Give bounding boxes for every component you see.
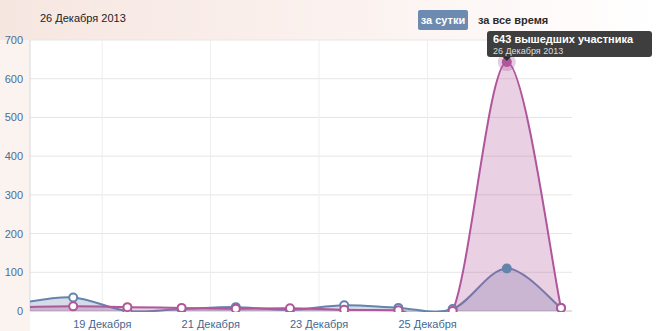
y-tick-label: 700	[5, 34, 23, 46]
x-grid-line	[427, 40, 428, 311]
title: 26 Декабря 2013	[40, 12, 126, 24]
tooltip: 643 вышедших участника26 Декабря 2013	[487, 31, 652, 61]
point-marker	[449, 307, 457, 312]
button-label: за сутки	[421, 14, 466, 26]
series-area	[30, 62, 561, 312]
y-tick-label: 200	[5, 228, 23, 240]
chart-svg: 0 100 200 300 400 500 600 700 19 Декабря 21 Декаб…	[0, 0, 660, 331]
x-tick-label: 23 Декабря	[290, 318, 348, 330]
point-marker	[123, 303, 131, 311]
point-marker	[503, 264, 511, 272]
point-marker	[69, 293, 77, 301]
series-line	[30, 62, 561, 312]
button[interactable]	[418, 10, 468, 30]
x-grid-line	[102, 40, 103, 311]
y-tick-label: 400	[5, 150, 23, 162]
point-marker	[340, 306, 348, 312]
x-grid-line	[210, 40, 211, 311]
y-tick-label: 0	[17, 305, 23, 317]
tooltip-box	[487, 31, 652, 57]
point-marker	[557, 304, 565, 312]
y-axis-line	[30, 40, 31, 311]
side-background	[0, 40, 30, 331]
y-tick-label: 100	[5, 266, 23, 278]
plot-group	[30, 53, 565, 312]
y-tick-label: 600	[5, 73, 23, 85]
point-marker	[286, 304, 294, 312]
x-tick-label: 25 Декабря	[398, 318, 456, 330]
grid-line	[30, 78, 572, 79]
x-tick-label: 21 Декабря	[182, 318, 240, 330]
point-marker	[557, 304, 565, 312]
y-tick-label: 300	[5, 189, 23, 201]
tooltip-arrow	[503, 57, 511, 61]
point-marker	[232, 305, 240, 312]
x-grid-line	[319, 40, 320, 311]
tooltip-date: 26 Декабря 2013	[493, 46, 563, 56]
chart-root: 0 100 200 300 400 500 600 700 19 Декабря 21 Декаб…	[0, 0, 660, 331]
point-marker	[69, 302, 77, 310]
y-tick-label: 500	[5, 111, 23, 123]
point-marker	[178, 304, 186, 312]
button-label[interactable]: за все время	[478, 14, 548, 26]
x-tick-label: 19 Декабря	[73, 318, 131, 330]
tooltip-text: 643 вышедших участника	[493, 33, 634, 45]
point-marker	[394, 306, 402, 312]
